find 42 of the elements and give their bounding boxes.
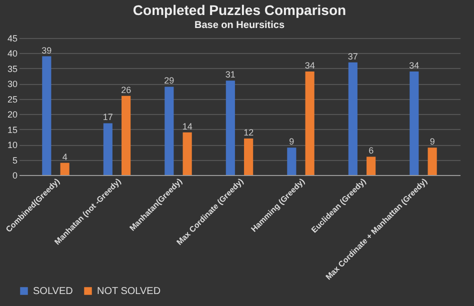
data-label: 14 [182, 121, 192, 132]
data-label: 17 [102, 112, 113, 122]
y-tick-label: 30 [7, 79, 18, 90]
data-label: 34 [409, 60, 420, 70]
y-tick-label: 45 [7, 34, 18, 44]
y-tick-label: 25 [7, 94, 18, 104]
y-tick-label: 35 [7, 64, 18, 74]
data-label: 12 [244, 127, 254, 138]
bar [287, 148, 296, 175]
chart-title: Completed Puzzles Comparison [132, 2, 346, 18]
bar [305, 71, 314, 175]
data-label: 34 [304, 60, 315, 70]
bar [182, 132, 192, 175]
legend-label: NOT SOLVED [97, 286, 161, 297]
bar [103, 123, 112, 175]
data-label: 4 [62, 152, 68, 162]
data-label: 29 [164, 76, 174, 86]
bar [410, 71, 419, 175]
y-tick-label: 10 [7, 140, 18, 150]
data-label: 39 [42, 45, 52, 56]
chart-subtitle: Base on Heursitics [194, 20, 285, 31]
bar [428, 148, 437, 175]
bar [226, 80, 235, 175]
bar [60, 162, 70, 175]
data-label: 37 [348, 51, 358, 62]
data-label: 26 [121, 84, 132, 95]
y-tick-label: 5 [12, 155, 18, 166]
y-tick-label: 15 [7, 124, 18, 135]
bar [366, 156, 376, 175]
bar [122, 96, 131, 175]
bar [244, 138, 254, 175]
data-label: 31 [225, 70, 236, 80]
bar [164, 86, 174, 175]
y-tick-label: 0 [12, 170, 18, 180]
y-tick-label: 40 [7, 48, 18, 59]
data-label: 6 [368, 146, 374, 156]
data-label: 9 [430, 136, 435, 147]
data-label: 9 [289, 136, 294, 147]
bar [42, 56, 52, 175]
bar [348, 62, 358, 175]
y-tick-label: 20 [7, 110, 18, 120]
legend-label: SOLVED [33, 286, 73, 297]
